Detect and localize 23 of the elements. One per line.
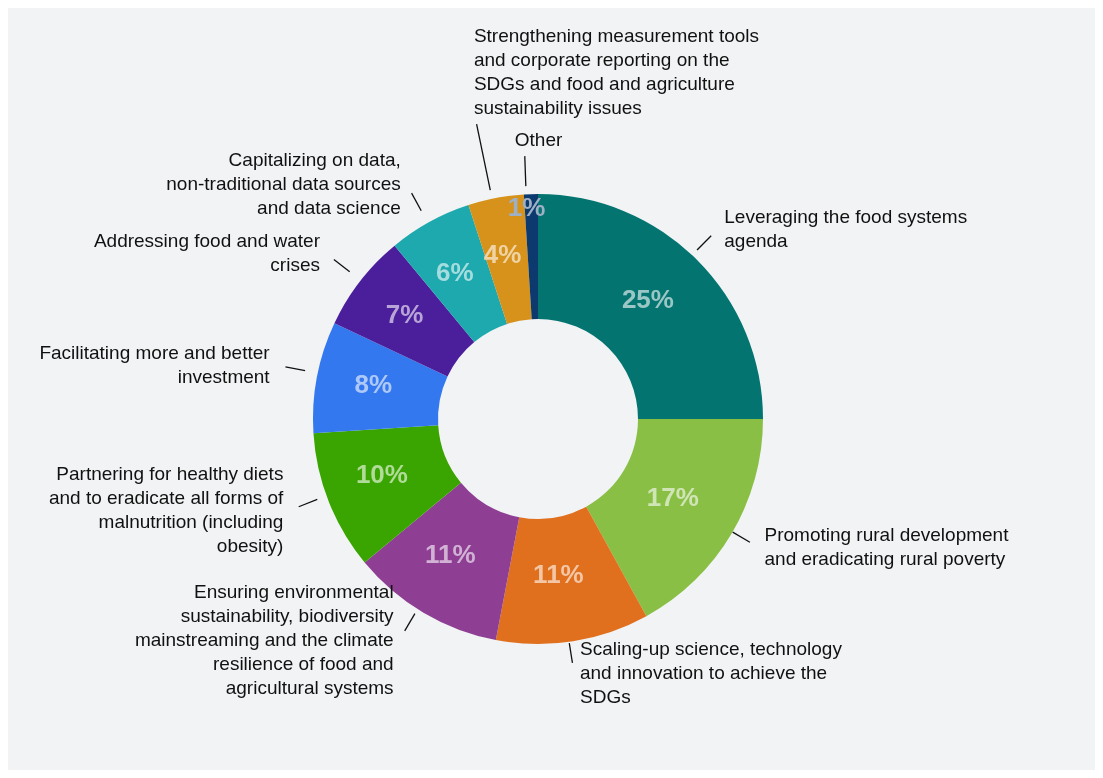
data-label: 17% [646, 481, 699, 512]
slice-label: Facilitating more and better investment [39, 341, 271, 387]
slice-label: Leveraging the food systems agenda [724, 205, 968, 251]
data-label: 10% [355, 458, 408, 489]
donut-slice [586, 419, 763, 617]
donut-slice [334, 245, 475, 377]
data-label: 25% [621, 284, 674, 315]
slice-label: Ensuring environmental sustainability, biodiversity mainstreaming and the climate resilience of food and agricultural systems [134, 580, 395, 698]
slice-label: Promoting rural development and eradicating rural poverty [764, 524, 1010, 570]
donut-slice [495, 506, 647, 644]
data-label: 4% [483, 239, 522, 270]
donut-slice [313, 323, 448, 434]
data-label: 8% [354, 368, 393, 399]
slice-label: Capitalizing on data, non-traditional data sources and data science [166, 149, 401, 219]
data-label: 7% [385, 299, 424, 330]
slice-label: Partnering for healthy diets and to eradicate all forms of malnutrition (including obesity) [48, 463, 285, 557]
slice-label: Other [514, 129, 563, 151]
slice-label: Addressing food and water crises [93, 230, 321, 276]
slice-label: Strengthening measurement tools and corporate reporting on the SDGs and food and agriculture sustainability issues [473, 25, 760, 119]
data-label: 6% [435, 256, 474, 287]
slice-label: Scaling-up science, technology and innovation to achieve the SDGs [579, 637, 843, 707]
data-label: 11% [533, 559, 584, 590]
data-label: 11% [424, 538, 476, 569]
